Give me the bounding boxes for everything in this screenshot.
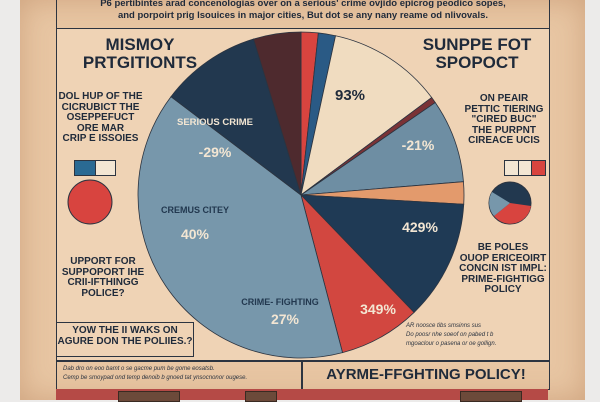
question-line: OUOP ERICEOIRT [459,252,547,264]
fineprint-line: AR noosce tibs smsinns sus [406,323,482,329]
pie-slice-navy-right [300,194,465,313]
question-line: PRIME-FIGHTIGG [461,273,545,285]
fineprint-line: mgoaclour o pasena or oe gollign. [406,341,497,347]
callout-line: AGURE DON THE POLIIES.? [57,335,193,347]
slice-label-cream: 93% [334,87,366,104]
heading-line: PRTGITIONTS [82,52,198,72]
blurb-line: DOL HUP OF THE [58,91,143,102]
slice-sublabel-light-blue: CREMUS CITEY [160,205,229,215]
blurb-line: ON PEAIR [479,93,529,104]
blurb-line: PETTIC TIERING [464,103,544,115]
slice-sublabel2-light-blue: CRIME- FIGHTING [241,297,319,307]
heading-line: MISMOY [105,35,175,54]
slice-label2-light-blue: 27% [270,311,300,327]
pie-slice-navy-left [170,38,302,197]
question-line: CRII-IFTHINGG [67,277,139,288]
slice-label-gray-blue: -21% [401,137,435,153]
question-line: BE POLES [477,242,529,253]
footer-fineprint-box: Dab dro on eoo bamt o se gacme pum be go… [56,360,302,390]
right-fineprint: AR noosce tibs smsinns sus Do poosr nhe … [406,322,546,349]
intro-line: and porpoirt prig lsouices in major citi… [117,10,489,21]
blurb-line: CRIP E ISSOIES [62,133,139,144]
right-question: BE POLES OUOP ERICEOIRT CONCIN IST IMPL:… [458,242,548,296]
mini-pie-icon [488,181,532,225]
slice-label-light-blue: 40% [180,226,210,242]
question-line: POLICE? [81,287,125,299]
fineprint-line: Do poosr nhe soeof on pabed t b [406,332,494,338]
blurb-line: CICRUBICT THE [61,101,140,113]
window-icon [118,391,180,402]
question-line: SUPPOPORT IHE [61,266,145,278]
left-heading: MISMOY PRTGITIONTS [60,36,220,72]
footer-fineprint: Dab dro on eoo bamt o se gacme pum be go… [63,365,299,383]
blurb-line: CIREACE UCIS [468,135,540,146]
blurb-line: ORE MAR [76,122,125,134]
question-line: UPPORT FOR [70,256,136,267]
blurb-line: OSEPPEFUCT [66,112,135,123]
blurb-line: "CIRED BUC" [471,114,537,125]
pie-slice-maroon [253,31,302,196]
question-line: CONCIN IST IMPL: [459,263,547,274]
right-blurb: ON PEAIR PETTIC TIERING "CIRED BUC" THE … [460,93,548,147]
question-line: POLICY [484,284,522,295]
heading-line: SPOPOCT [435,52,519,72]
window-icon [245,391,277,402]
intro-line: P6 pertibintes arad concenologias over o… [100,0,506,9]
left-legend-swatch [74,160,116,176]
slice-label-navy-left: -29% [198,144,232,160]
left-question: UPPORT FOR SUPPOPORT IHE CRII-IFTHINGG P… [58,256,148,299]
heading-line: SUNPPE FOT [422,35,532,54]
left-callout: YOW THE II WAKS ON AGURE DON THE POLIIES… [56,322,194,357]
left-blurb: DOL HUP OF THE CICRUBICT THE OSEPPEFUCT … [58,91,143,145]
fineprint-line: Dab dro on eoo bamt o se gacme pum be go… [63,366,215,372]
slice-label-red: 349% [360,301,396,317]
blurb-line: THE PURPNT [472,124,536,136]
right-legend-swatch [504,160,546,176]
slice-label-navy-right: 429% [402,219,438,235]
footer-banner: AYRME-FFGHTING POLICY! [302,360,550,390]
pie-slice-cream [300,35,433,196]
fineprint-line: Cemp be smoypad ond temp denoib b gnoed … [63,375,248,381]
pie-slice-light-blue [137,96,344,359]
window-icon [460,391,522,402]
red-circle-icon [67,179,113,225]
right-heading: SUNPPE FOT SPOPOCT [412,36,542,72]
building-illustration [56,389,548,400]
callout-line: YOW THE II WAKS ON [72,325,178,336]
slice-sublabel-navy-left: SERIOUS CRIME [176,117,253,128]
